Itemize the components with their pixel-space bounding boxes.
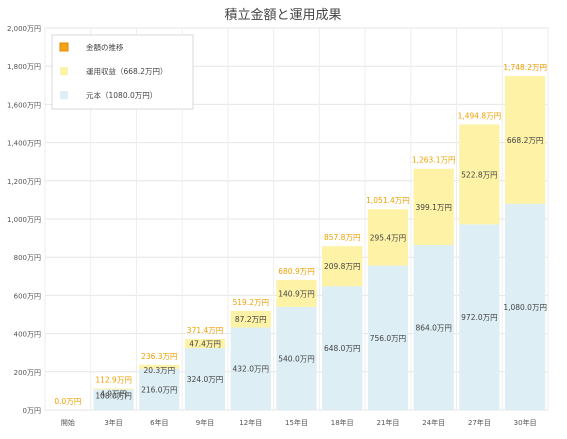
y-tick-label: 2,000万円	[7, 25, 41, 33]
x-tick-label: 3年目	[104, 418, 122, 427]
x-tick-label: 21年目	[376, 418, 399, 427]
bar-gain	[413, 168, 454, 245]
gain-value-label: 4.9万円	[100, 389, 127, 398]
gain-value-label: 668.2万円	[507, 136, 543, 145]
x-tick-label: 15年目	[285, 418, 308, 427]
bar-principal	[413, 244, 454, 410]
bar-principal	[322, 286, 363, 410]
bar-gain	[139, 364, 180, 369]
y-tick-label: 800万円	[14, 254, 41, 262]
gain-value-label: 140.9万円	[278, 289, 314, 298]
legend-label-principal: 元本（1080.0万円）	[86, 90, 157, 100]
bar-principal	[184, 348, 226, 410]
bar-gain	[276, 279, 317, 307]
total-value-label: 0.0万円	[54, 397, 81, 406]
total-value-label: 1,494.8万円	[458, 111, 502, 120]
x-tick-label: 12年目	[239, 418, 262, 427]
bar-gain	[505, 76, 546, 204]
y-tick-label: 0万円	[23, 407, 41, 415]
principal-value-label: 864.0万円	[415, 323, 451, 332]
principal-value-label: 324.0万円	[187, 375, 223, 384]
gain-value-label: 20.3万円	[143, 366, 175, 375]
legend-box	[51, 34, 194, 110]
principal-value-label: 1,080.0万円	[503, 303, 547, 312]
x-axis: 開始 3年目 6年目 9年目 12年目 15年目 18年目 21年目 24年目 27年目 30年目	[61, 418, 537, 427]
y-tick-label: 200万円	[14, 369, 41, 377]
gain-value-label: 209.8万円	[324, 262, 360, 271]
principal-value-label: 972.0万円	[461, 313, 497, 322]
total-value-label: 112.9万円	[95, 375, 131, 384]
bar-gain	[184, 339, 226, 349]
x-tick-label: 開始	[61, 418, 75, 427]
y-tick-label: 1,800万円	[7, 63, 41, 71]
x-tick-label: 30年目	[514, 418, 537, 427]
principal-value-label: 108.0万円	[95, 391, 131, 400]
total-value-label: 1,748.2万円	[503, 63, 547, 72]
bar-gain	[322, 246, 363, 287]
gain-value-label: 47.4万円	[189, 340, 221, 349]
total-value-label: 680.9万円	[278, 267, 314, 276]
gain-value-label: 87.2万円	[235, 315, 267, 324]
x-tick-label: 27年目	[468, 418, 491, 427]
gain-value-label: 295.4万円	[370, 233, 406, 242]
bar-principal	[276, 306, 317, 410]
y-tick-label: 1,400万円	[7, 140, 41, 148]
principal-value-label: 756.0万円	[370, 334, 406, 343]
gain-value-label: 522.8万円	[461, 170, 497, 179]
y-tick-label: 1,000万円	[7, 216, 41, 224]
principal-value-label: 432.0万円	[233, 365, 269, 374]
total-value-label: 519.2万円	[233, 298, 269, 307]
x-tick-label: 24年目	[422, 418, 445, 427]
principal-value-label: 216.0万円	[141, 385, 177, 394]
y-tick-label: 600万円	[14, 292, 41, 300]
bar-principal	[230, 327, 271, 410]
chart-title: 積立金額と運用成果	[224, 7, 341, 23]
total-value-label: 236.3万円	[141, 352, 177, 361]
bar-gain	[367, 209, 409, 266]
bar-principal	[459, 224, 500, 410]
total-value-label: 857.8万円	[324, 233, 360, 242]
legend-label-total: 金額の推移	[86, 42, 124, 52]
legend-swatch-principal	[60, 91, 68, 99]
principal-value-label: 648.0万円	[324, 344, 360, 353]
bar-principal	[505, 203, 546, 410]
bar-principal	[93, 389, 134, 410]
total-value-label: 371.4万円	[187, 326, 223, 335]
y-tick-label: 1,600万円	[7, 101, 41, 109]
legend-swatch-total	[59, 42, 69, 52]
y-tick-label: 400万円	[14, 331, 41, 339]
principal-value-label: 540.0万円	[278, 354, 314, 363]
y-tick-label: 1,200万円	[7, 178, 41, 186]
x-tick-label: 18年目	[331, 418, 354, 427]
bar-principal	[139, 368, 180, 410]
y-axis: 0万円 200万円 400万円 600万円 800万円 1,000万円 1,200万円 1,4…	[7, 25, 41, 415]
legend-label-gain: 運用収益（668.2万円）	[86, 66, 167, 76]
bar-gain	[459, 124, 500, 225]
bars	[93, 76, 546, 410]
total-value-label: 1,051.4万円	[366, 196, 410, 205]
total-value-label: 1,263.1万円	[412, 156, 456, 165]
bar-gain	[93, 388, 134, 390]
legend-swatch-gain	[60, 67, 68, 75]
bar-gain	[230, 310, 271, 328]
x-tick-label: 9年目	[196, 418, 214, 427]
x-tick-label: 6年目	[150, 418, 168, 427]
legend: 金額の推移 運用収益（668.2万円） 元本（1080.0万円）	[51, 34, 194, 110]
gain-value-label: 399.1万円	[415, 203, 451, 212]
bar-principal	[367, 265, 409, 410]
